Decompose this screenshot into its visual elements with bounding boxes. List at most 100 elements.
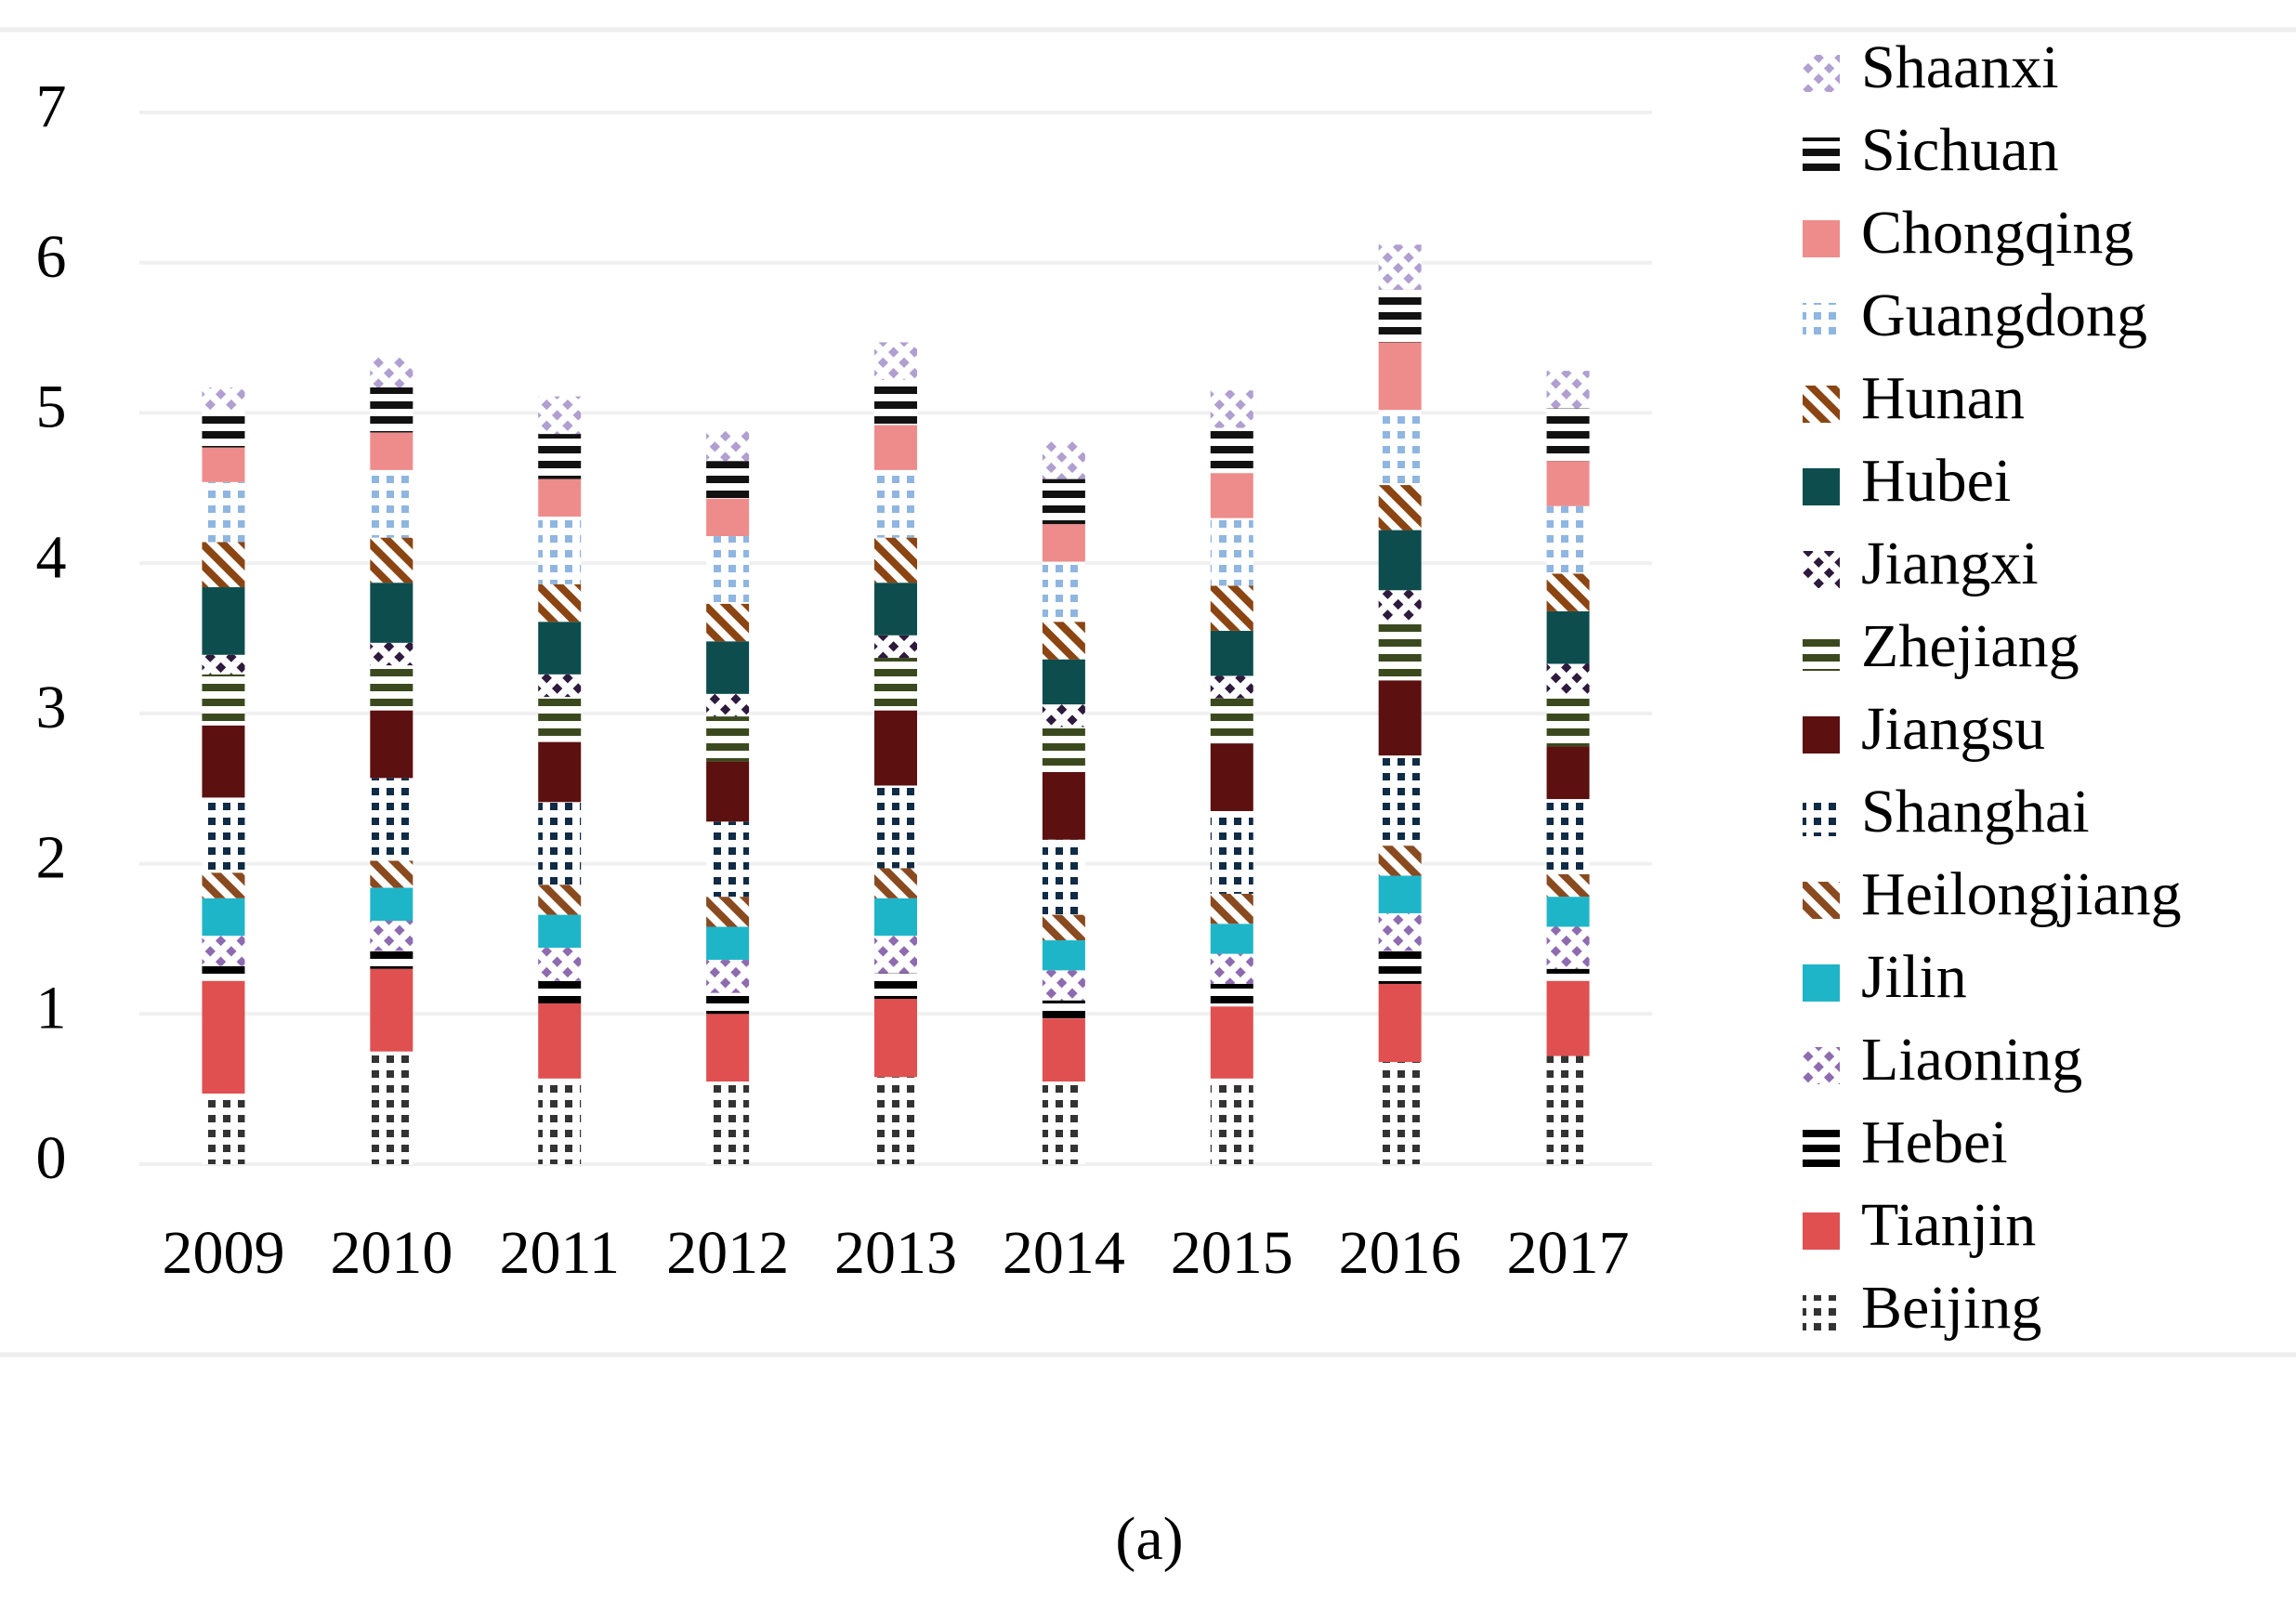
- bar-segment: [1378, 680, 1422, 756]
- bar-segment: [202, 447, 245, 482]
- bar-segment: [1210, 1006, 1253, 1079]
- bar-segment: [874, 973, 917, 1000]
- legend-label: Tianjin: [1861, 1191, 2036, 1259]
- bar-segment: [538, 583, 582, 623]
- bar-segment: [202, 797, 245, 873]
- bar-segment: [370, 665, 413, 711]
- bar-segment: [538, 802, 582, 885]
- bar-segment: [1546, 610, 1590, 664]
- legend-label: Heilongjiang: [1861, 860, 2182, 928]
- bar-segment: [1546, 980, 1590, 1056]
- bar-segment: [706, 641, 750, 694]
- bar-segment: [1378, 950, 1422, 984]
- y-tick-label: 0: [36, 1124, 67, 1192]
- bar-segment: [1378, 410, 1422, 486]
- legend-label: Shanghai: [1861, 778, 2090, 845]
- bar-segment: [706, 1014, 750, 1082]
- bar-segment: [1210, 743, 1253, 811]
- bar-segment: [1210, 1078, 1253, 1164]
- bar-segment: [1378, 342, 1422, 411]
- bar-segment: [1210, 473, 1253, 518]
- bar-segment: [202, 410, 245, 448]
- x-tick-label: 2010: [330, 1219, 453, 1287]
- legend-label: Hubei: [1861, 447, 2011, 515]
- legend-swatch: [1803, 1047, 1840, 1084]
- bar-segment: [202, 965, 245, 981]
- legend-label: Hebei: [1861, 1108, 2008, 1176]
- bar-segment: [1378, 530, 1422, 591]
- legend-label: Guangdong: [1861, 282, 2147, 349]
- x-tick-label: 2014: [1003, 1219, 1125, 1287]
- bar-segment: [874, 868, 917, 898]
- bar-segment: [1042, 659, 1085, 705]
- bar-segment: [1210, 675, 1253, 699]
- bar-segment: [1042, 478, 1085, 525]
- legend-swatch: [1803, 138, 1840, 175]
- bar-segment: [538, 1078, 582, 1164]
- bar-segment: [1042, 441, 1085, 479]
- bar-segment: [1210, 924, 1253, 954]
- bar-segment: [1546, 663, 1590, 694]
- bar-segment: [706, 536, 750, 604]
- legend-label: Jiangsu: [1861, 695, 2045, 763]
- bar-segment: [370, 887, 413, 922]
- bar-segment: [202, 872, 245, 898]
- bar-segment: [1546, 505, 1590, 574]
- bar-segment: [538, 434, 582, 479]
- x-tick-label: 2016: [1339, 1219, 1462, 1287]
- bar-segment: [538, 948, 582, 981]
- bar-segment: [202, 898, 245, 937]
- bar-segment: [1042, 704, 1085, 727]
- bar-segment: [1042, 727, 1085, 772]
- bar-segment: [1042, 1081, 1085, 1164]
- bar-segment: [1042, 771, 1085, 840]
- bar-segment: [538, 697, 582, 742]
- bar-segment: [1546, 799, 1590, 874]
- bar-segment: [370, 583, 413, 643]
- bar-segment: [202, 725, 245, 798]
- bar-segment: [874, 425, 917, 470]
- bar-segment: [874, 658, 917, 711]
- bar-segment: [202, 1093, 245, 1164]
- bar-segment: [874, 898, 917, 937]
- bar-segment: [370, 642, 413, 666]
- legend-swatch: [1803, 799, 1840, 836]
- x-tick-label: 2009: [162, 1219, 284, 1287]
- bar-segment: [1378, 244, 1422, 290]
- bar-segment: [370, 950, 413, 969]
- bar-segment: [1042, 524, 1085, 562]
- y-tick-label: 5: [36, 374, 67, 441]
- bar-segment: [706, 992, 750, 1015]
- x-tick-label: 2017: [1507, 1219, 1630, 1287]
- bar-segment: [1546, 897, 1590, 927]
- bar-segment: [1042, 940, 1085, 971]
- bar-segment: [202, 542, 245, 588]
- bar-segment: [1546, 968, 1590, 981]
- bar-segment: [706, 693, 750, 717]
- bar-segment: [370, 1051, 413, 1164]
- y-tick-label: 3: [36, 674, 67, 741]
- bar-segment: [538, 980, 582, 1003]
- bar-segment: [1210, 390, 1253, 428]
- bar-segment: [1378, 755, 1422, 846]
- bar-segment: [370, 387, 413, 433]
- x-tick-label: 2015: [1171, 1219, 1293, 1287]
- bar-segment: [538, 478, 582, 518]
- bar-segment: [1378, 845, 1422, 876]
- bar-segment: [874, 583, 917, 636]
- x-tick-label: 2012: [666, 1219, 789, 1287]
- legend-swatch: [1803, 551, 1840, 588]
- caption: (a): [1115, 1505, 1183, 1573]
- bar-segment: [1546, 1055, 1590, 1164]
- legend-label: Jilin: [1861, 943, 1967, 1011]
- bar-segment: [706, 761, 750, 822]
- bar-segment: [1210, 983, 1253, 1007]
- bar-segment: [538, 1003, 582, 1079]
- bar-segment: [1042, 622, 1085, 660]
- bar-segment: [874, 1077, 917, 1164]
- bar-segment: [538, 741, 582, 803]
- bar-segment: [874, 785, 917, 869]
- bar-segment: [1042, 1000, 1085, 1019]
- bar-segment: [706, 461, 750, 499]
